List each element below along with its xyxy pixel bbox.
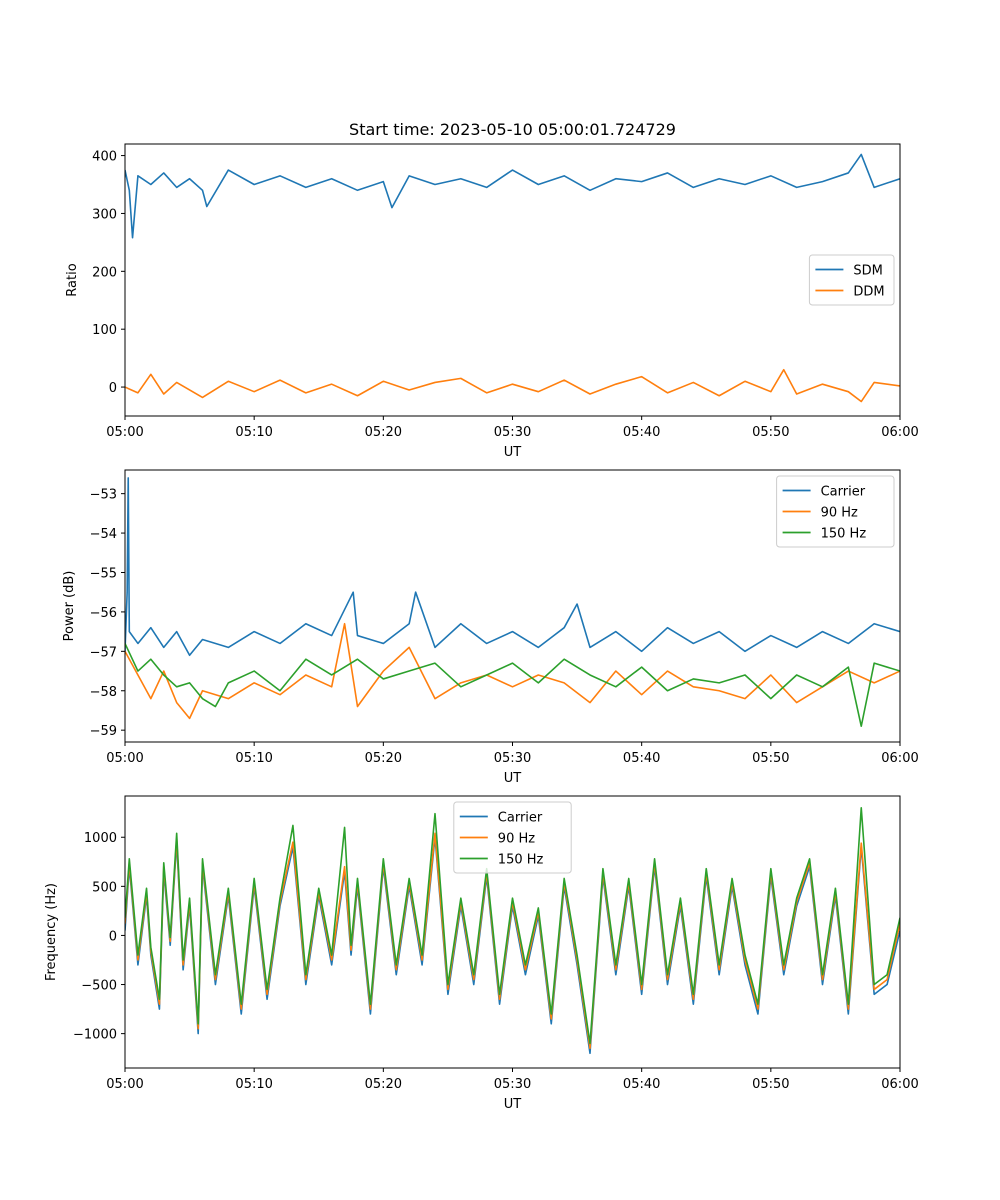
y-tick-label: 0 xyxy=(109,929,117,944)
chart-title: Start time: 2023-05-10 05:00:01.724729 xyxy=(349,120,676,139)
x-tick-label: 05:50 xyxy=(752,1077,789,1092)
x-tick-label: 06:00 xyxy=(881,751,918,766)
x-tick-label: 05:40 xyxy=(623,1077,660,1092)
x-tick-label: 05:50 xyxy=(752,425,789,440)
legend-label: 150 Hz xyxy=(821,527,867,542)
x-tick-label: 05:30 xyxy=(494,1077,531,1092)
y-tick-label: −57 xyxy=(90,645,117,660)
series-group xyxy=(125,477,900,728)
x-axis-label: UT xyxy=(504,771,522,786)
legend: Carrier 90 Hz 150 Hz xyxy=(776,475,895,548)
x-tick-label: 05:30 xyxy=(494,425,531,440)
series-group xyxy=(125,806,900,1055)
x-tick-label: 06:00 xyxy=(881,425,918,440)
series-line-90-hz xyxy=(125,622,900,720)
x-tick-label: 05:00 xyxy=(106,1077,143,1092)
x-tick-label: 05:50 xyxy=(752,751,789,766)
axes-container: 05:00 05:10 05:20 05:30 05:40 05:50 06:00 0 100 2… xyxy=(44,143,919,1112)
legend-box xyxy=(776,475,895,548)
y-tick-label: −54 xyxy=(90,527,117,542)
y-axis-label: Power (dB) xyxy=(62,571,77,642)
legend-label: 150 Hz xyxy=(498,853,544,868)
y-axis-label: Ratio xyxy=(65,263,80,296)
y-axis-label: Frequency (Hz) xyxy=(44,883,59,981)
legend-label: SDM xyxy=(853,264,882,279)
series-group xyxy=(125,153,900,403)
y-tick-label: 200 xyxy=(92,265,117,280)
legend-label: 90 Hz xyxy=(498,832,535,847)
series-line-150-hz xyxy=(125,643,900,728)
x-axis-label: UT xyxy=(504,1097,522,1112)
legend-label: Carrier xyxy=(498,811,543,826)
y-tick-label: −500 xyxy=(81,979,117,994)
y-tick-label: −53 xyxy=(90,488,117,503)
legend-label: DDM xyxy=(853,285,884,300)
subplot-1: 05:00 05:10 05:20 05:30 05:40 05:50 06:00 0 100 2… xyxy=(65,143,919,460)
x-tick-label: 05:10 xyxy=(235,425,272,440)
y-tick-label: 0 xyxy=(109,381,117,396)
x-axis-label: UT xyxy=(504,445,522,460)
x-tick-label: 05:10 xyxy=(235,1077,272,1092)
x-tick-label: 05:00 xyxy=(106,425,143,440)
series-line-ddm xyxy=(125,368,900,403)
legend-label: 90 Hz xyxy=(821,506,858,521)
x-tick-label: 05:30 xyxy=(494,751,531,766)
y-tick-label: 100 xyxy=(92,323,117,338)
y-tick-label: −56 xyxy=(90,606,117,621)
series-line-carrier xyxy=(125,477,900,657)
y-tick-label: −1000 xyxy=(73,1028,117,1043)
subplot-3: 05:00 05:10 05:20 05:30 05:40 05:50 06:00 −1000… xyxy=(44,795,919,1112)
x-tick-label: 05:20 xyxy=(365,1077,402,1092)
legend: Carrier 90 Hz 150 Hz xyxy=(453,801,572,874)
y-tick-label: −58 xyxy=(90,685,117,700)
legend: SDM DDM xyxy=(808,254,895,306)
legend-label: Carrier xyxy=(821,485,866,500)
x-tick-label: 05:20 xyxy=(365,751,402,766)
y-tick-label: −59 xyxy=(90,724,117,739)
x-tick-label: 05:40 xyxy=(623,425,660,440)
y-tick-label: 500 xyxy=(92,880,117,895)
series-line-sdm xyxy=(125,153,900,239)
x-tick-label: 05:00 xyxy=(106,751,143,766)
legend-box xyxy=(808,254,895,306)
y-tick-label: 1000 xyxy=(84,831,117,846)
y-tick-label: 400 xyxy=(92,150,117,165)
x-tick-label: 05:40 xyxy=(623,751,660,766)
y-tick-label: 300 xyxy=(92,207,117,222)
subplot-2: 05:00 05:10 05:20 05:30 05:40 05:50 06:00 −59 −5… xyxy=(62,469,919,786)
x-tick-label: 06:00 xyxy=(881,1077,918,1092)
legend-box xyxy=(453,801,572,874)
x-tick-label: 05:20 xyxy=(365,425,402,440)
series-line-150-hz xyxy=(125,806,900,1045)
x-tick-label: 05:10 xyxy=(235,751,272,766)
y-tick-label: −55 xyxy=(90,566,117,581)
